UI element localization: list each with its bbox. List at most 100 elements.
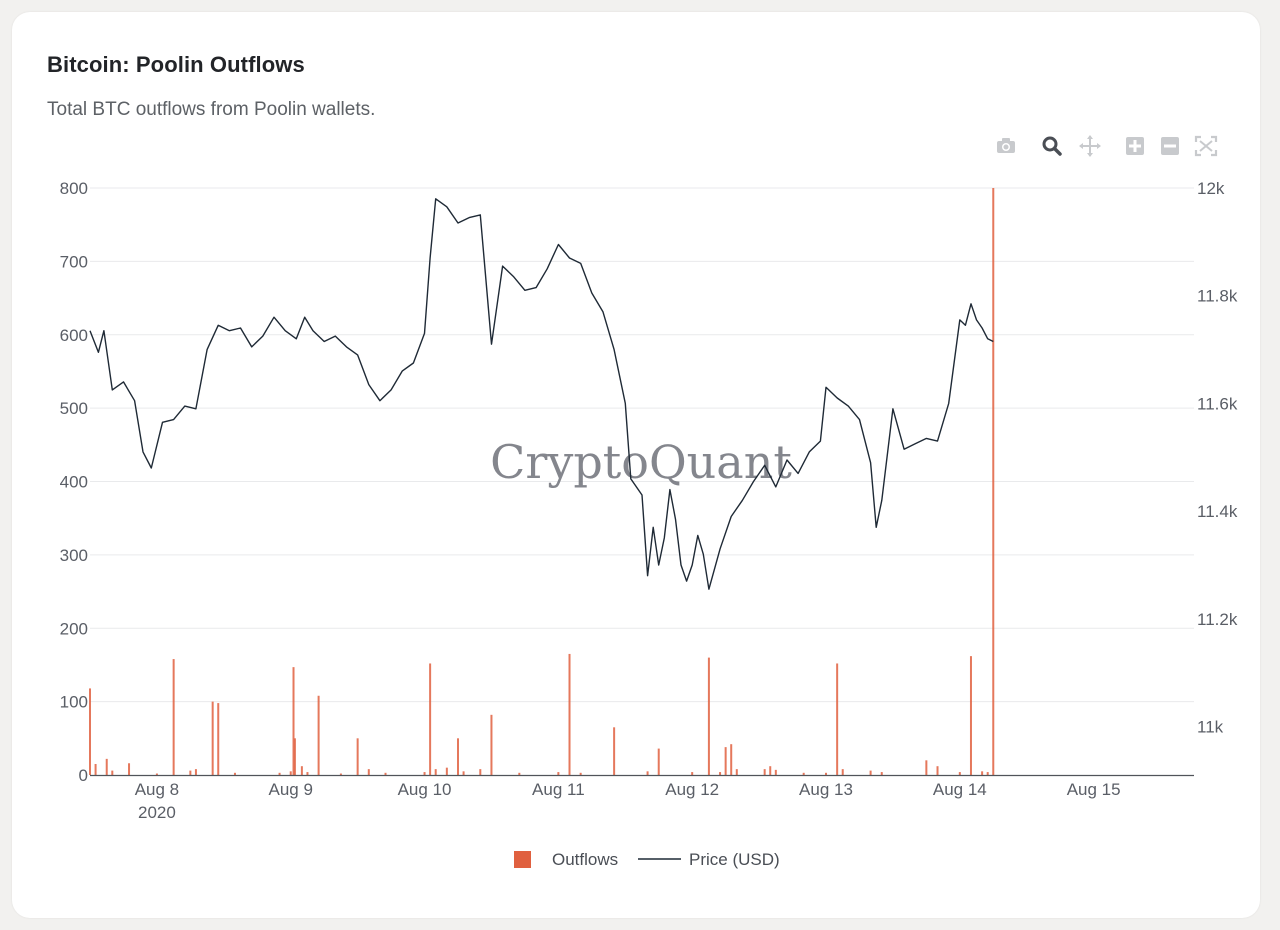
grid-lines <box>90 187 1194 703</box>
outflow-bar <box>462 771 465 775</box>
y-right-tick-label: 12k <box>1197 179 1225 198</box>
camera-icon[interactable] <box>992 133 1020 159</box>
y-left-tick-label: 200 <box>60 619 88 638</box>
outflow-bar <box>880 772 883 775</box>
chart-title: Bitcoin: Poolin Outflows <box>47 52 305 77</box>
autoscale-icon[interactable] <box>1192 133 1220 159</box>
outflow-bar <box>233 772 236 775</box>
outflow-bar <box>769 766 772 775</box>
outflow-bar <box>869 770 872 775</box>
outflow-bar <box>969 656 972 775</box>
x-tick-label: Aug 9 <box>269 780 313 799</box>
outflow-bar <box>479 769 482 775</box>
outflow-bar <box>518 772 521 775</box>
outflow-bar <box>490 714 493 775</box>
outflow-bar <box>317 695 320 775</box>
outflow-bar <box>94 763 97 775</box>
zoom-icon[interactable] <box>1038 133 1066 159</box>
watermark: CryptoQuant <box>490 435 792 489</box>
y-left-tick-label: 300 <box>60 546 88 565</box>
outflow-bar <box>724 747 727 775</box>
outflow-bar <box>646 771 649 775</box>
outflows-bars <box>89 188 995 775</box>
outflow-bar <box>194 769 197 775</box>
outflow-bar <box>300 766 303 775</box>
outflow-bar <box>719 772 722 775</box>
outflow-bar <box>936 766 939 775</box>
outflow-bar <box>384 772 387 775</box>
y-right-tick-label: 11k <box>1197 718 1224 737</box>
outflow-bar <box>367 769 370 775</box>
legend: Outflows Price (USD) <box>514 850 780 869</box>
outflow-bar <box>836 663 839 775</box>
x-tick-label: Aug 13 <box>799 780 853 799</box>
outflow-bar <box>445 767 448 775</box>
outflow-bar <box>89 688 91 775</box>
y-left-axis: 0 100 200 300 400 500 600 700 800 <box>60 179 88 785</box>
price-line <box>89 198 994 590</box>
x-axis: Aug 8 Aug 9 Aug 10 Aug 11 Aug 12 Aug 13 Aug 14… <box>135 780 1121 822</box>
outflow-bar <box>293 738 296 775</box>
x-tick-label: Aug 14 <box>933 780 987 799</box>
outflow-bar <box>289 771 292 775</box>
legend-outflows-label[interactable]: Outflows <box>552 850 618 869</box>
outflow-bar <box>356 738 359 775</box>
outflow-bar <box>423 772 426 775</box>
zoom-in-icon[interactable] <box>1121 133 1149 159</box>
outflow-bar <box>992 188 995 775</box>
y-right-axis: 11k 11.2k 11.4k 11.6k 11.8k 12k <box>1197 179 1238 737</box>
outflow-bar <box>172 659 175 775</box>
x-tick-label: Aug 8 <box>135 780 179 799</box>
chart-card <box>12 12 1260 918</box>
outflow-bar <box>986 772 989 775</box>
outflow-bar <box>292 667 295 775</box>
outflow-bar <box>278 772 281 775</box>
x-tick-label: Aug 11 <box>532 780 585 799</box>
y-right-tick-label: 11.2k <box>1197 610 1238 629</box>
outflow-bar <box>111 770 114 775</box>
zoom-out-icon[interactable] <box>1156 133 1184 159</box>
legend-price-label[interactable]: Price (USD) <box>689 850 780 869</box>
outflow-bar <box>958 772 961 775</box>
outflow-bar <box>613 727 616 775</box>
y-left-tick-label: 100 <box>60 693 88 712</box>
outflow-bar <box>155 773 158 775</box>
outflow-bar <box>657 748 660 775</box>
y-right-tick-label: 11.8k <box>1197 287 1238 306</box>
y-left-tick-label: 0 <box>79 766 88 785</box>
outflow-bar <box>841 769 844 775</box>
y-left-tick-label: 700 <box>60 252 88 271</box>
x-tick-label: Aug 12 <box>665 780 719 799</box>
x-year-label: 2020 <box>138 803 176 822</box>
y-left-tick-label: 800 <box>60 179 88 198</box>
outflow-bar <box>434 769 437 775</box>
price-line-layer <box>89 198 994 590</box>
outflow-bar <box>568 653 571 775</box>
outflow-bar <box>802 772 805 775</box>
x-tick-label: Aug 10 <box>398 780 452 799</box>
outflow-bar <box>105 758 108 775</box>
outflow-bar <box>925 760 928 775</box>
outflow-bar <box>691 772 694 775</box>
outflow-bar <box>457 738 459 775</box>
outflow-bar <box>730 744 733 775</box>
outflow-bar <box>217 703 220 775</box>
outflow-bar <box>429 663 432 775</box>
chart-modebar <box>990 133 1230 159</box>
outflow-bar <box>825 772 827 775</box>
outflow-bar <box>763 769 766 775</box>
outflow-bar <box>557 772 560 775</box>
outflow-bar <box>211 701 214 775</box>
outflow-bar <box>981 771 984 775</box>
outflow-bar <box>774 769 777 775</box>
outflow-bar <box>707 657 710 775</box>
outflow-bar <box>189 770 192 775</box>
outflow-bar <box>306 772 309 775</box>
pan-icon[interactable] <box>1076 133 1104 159</box>
y-left-tick-label: 500 <box>60 399 88 418</box>
outflow-bar <box>128 763 131 775</box>
legend-outflows-swatch[interactable] <box>514 851 531 868</box>
x-tick-label: Aug 15 <box>1067 780 1121 799</box>
chart-subtitle: Total BTC outflows from Poolin wallets. <box>47 99 376 120</box>
